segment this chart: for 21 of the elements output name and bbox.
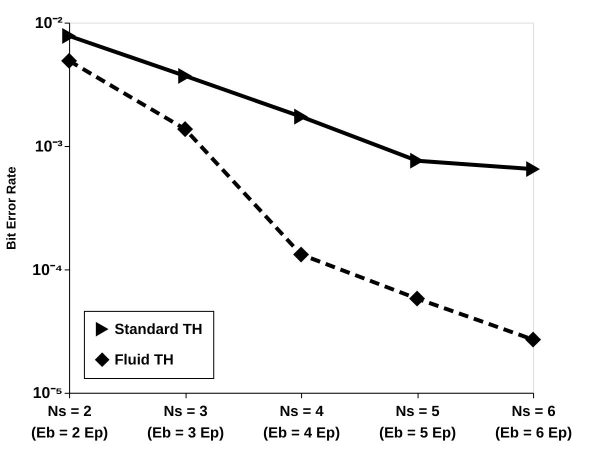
x-tick-label: Ns = 4 (Eb = 4 Ep) xyxy=(263,404,340,442)
point xyxy=(177,121,194,138)
x-tick-label: Ns = 3 (Eb = 3 Ep) xyxy=(147,404,224,442)
point xyxy=(61,52,78,69)
y-axis-title: Bit Error Rate xyxy=(4,166,19,250)
y-tick-label: 10⁻⁴ xyxy=(32,262,63,279)
point xyxy=(526,161,540,178)
legend-label: Fluid TH xyxy=(114,352,174,369)
x-tick-label: Ns = 6 (Eb = 6 Ep) xyxy=(495,404,572,442)
x-tick-label: Ns = 2 (Eb = 2 Ep) xyxy=(31,404,108,442)
y-tick-label: 10⁻³ xyxy=(34,138,63,156)
point xyxy=(293,246,310,262)
point xyxy=(62,28,76,44)
point xyxy=(294,108,308,125)
legend-label: Standard TH xyxy=(114,322,202,338)
point xyxy=(178,68,192,84)
y-tick-label: 10⁻⁵ xyxy=(32,385,63,402)
point xyxy=(409,290,426,307)
y-tick-label: 10⁻² xyxy=(34,15,63,32)
x-tick-label: Ns = 5 (Eb = 5 Ep) xyxy=(379,404,456,442)
point xyxy=(525,332,542,348)
